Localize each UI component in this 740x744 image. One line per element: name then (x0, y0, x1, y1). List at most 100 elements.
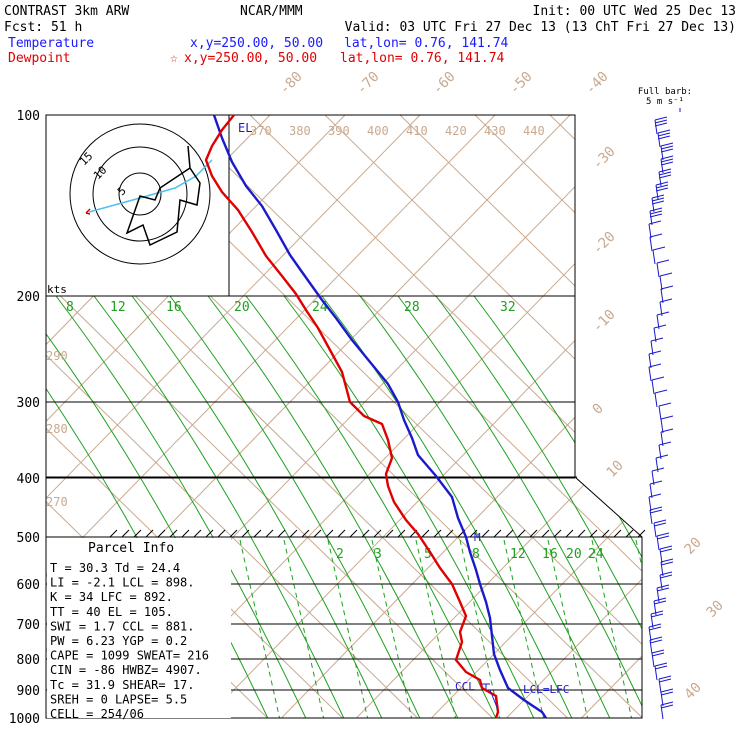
wind-barb-staff (660, 704, 664, 720)
wind-barb-staff (651, 379, 655, 395)
hatch-mark (613, 529, 622, 538)
wind-barb (648, 493, 662, 512)
lcl-lfc-label: LCL=LFC (523, 683, 569, 696)
wind-barb-feather (649, 233, 663, 238)
wind-barb-staff (658, 405, 662, 421)
isotherm-labels: -80 -70 -60 -50 -40 -30 -20 -10 0 10 20 30 40 (277, 69, 727, 703)
dry-adiabat-line (46, 115, 516, 718)
parcel-path (489, 689, 499, 711)
mixing-ratio-label: 24 (588, 547, 604, 562)
hatch-mark (313, 529, 322, 538)
wind-barb-staff (660, 418, 664, 434)
wind-barb-staff (649, 639, 653, 655)
wind-barb-staff (648, 366, 652, 382)
wind-barb-feather (649, 480, 663, 485)
parcel-info-row: CELL = 254/06 (50, 707, 144, 721)
wind-barb-feather (651, 197, 665, 202)
wind-barb (658, 168, 672, 187)
wind-barb-feather (659, 574, 673, 579)
hatch-mark (193, 529, 202, 538)
wind-barb-feather (655, 454, 669, 459)
theta-label: 420 (445, 124, 467, 138)
forecast-hour: Fcst: 51 h (4, 20, 82, 35)
parcel-info-row: CAPE = 1099 SWEAT= 216 (50, 649, 209, 663)
theta-labels: 370 380 390 400 410 420 430 440 290 280 270 (46, 124, 545, 509)
wind-barb-feather (651, 376, 665, 381)
hatch-mark (505, 529, 514, 538)
wind-barb-feather (658, 168, 672, 173)
pressure-axis-labels: 100 200 300 400 500 600 700 800 900 1000 (9, 109, 40, 727)
wind-barb-feather (657, 135, 671, 140)
wind-barb-feather (649, 639, 663, 644)
parcel-info-row: LI = -2.1 LCL = 898. (50, 576, 195, 590)
barb-note-1: Full barb: (638, 87, 692, 97)
isotherm-label: 30 (704, 598, 727, 621)
isotherm-label: 20 (682, 535, 705, 558)
wind-barb-feather (659, 272, 673, 277)
dewpoint-trace (204, 114, 500, 719)
mixing-ratio-label: 32 (500, 300, 516, 315)
wind-barb (658, 675, 672, 694)
wind-barb (659, 545, 673, 564)
hodograph-inset: 5 10 15 kts (45, 114, 230, 297)
hatch-mark (397, 529, 406, 538)
hatch-mark (445, 529, 454, 538)
wind-barb (654, 116, 668, 135)
wind-barb (649, 480, 663, 499)
wind-barb (660, 558, 674, 577)
isotherm-label: -70 (354, 69, 383, 98)
mixing-ratio-label: 28 (404, 300, 420, 315)
hatch-mark (241, 529, 250, 538)
theta-label: 270 (46, 495, 68, 509)
hatch-mark (385, 529, 394, 538)
theta-label: 290 (46, 349, 68, 363)
parcel-info-row: CIN = -86 HWBZ= 4907. (50, 663, 202, 677)
isotherm-label: -80 (277, 69, 306, 98)
source-label: NCAR/MMM (240, 4, 303, 19)
wind-barb (649, 233, 663, 252)
isotherm-line (710, 115, 740, 740)
mixing-ratio-line (327, 539, 369, 718)
isotherm-line (0, 115, 45, 740)
parcel-info-row: SREH = 0 LAPSE= 5.5 (50, 692, 187, 706)
isotherm-line (409, 115, 642, 718)
wind-barb (660, 142, 674, 161)
wind-barb-staff (654, 392, 658, 408)
parcel-info-row: SWI = 1.7 CCL = 881. (50, 619, 195, 633)
wind-barb-feather (654, 665, 668, 670)
wind-barb (660, 701, 674, 720)
mixing-ratio-line (283, 539, 325, 718)
wind-barb-feather (653, 324, 667, 329)
pressure-label-300: 300 (17, 396, 40, 411)
wind-barb-feather (660, 415, 674, 420)
dry-adiabat-line (474, 115, 642, 718)
wind-barb-feather (659, 298, 673, 303)
wind-barb-feather (659, 548, 673, 553)
wind-barb-staff (660, 145, 664, 161)
wind-barb-feather (648, 626, 662, 631)
isotherm-line (484, 115, 642, 718)
wind-barb-feather (660, 158, 674, 163)
wind-barb (660, 285, 674, 304)
wind-barb-feather (654, 389, 668, 394)
wind-barb-feather (658, 678, 672, 683)
isotherm-label: 10 (604, 458, 627, 481)
wind-barb-feather (649, 207, 663, 212)
theta-label: 370 (250, 124, 272, 138)
moist-adiabat (207, 295, 469, 718)
hatch-mark (541, 529, 550, 538)
mixing-ratio-label: 5 (424, 547, 432, 562)
wind-barb-staff (659, 275, 663, 291)
wind-barb (654, 389, 668, 408)
isotherm-label: 40 (682, 680, 705, 703)
moist-adiabat (46, 295, 279, 718)
hatch-mark (301, 529, 310, 538)
theta-label: 380 (289, 124, 311, 138)
hatch-mark (265, 529, 274, 538)
wind-barb-feather (650, 610, 664, 615)
theta-label: 440 (523, 124, 545, 138)
wind-barb-feather (660, 561, 674, 566)
wind-barb-staff (652, 249, 656, 265)
mixing-ratio-label: 8 (66, 300, 74, 315)
